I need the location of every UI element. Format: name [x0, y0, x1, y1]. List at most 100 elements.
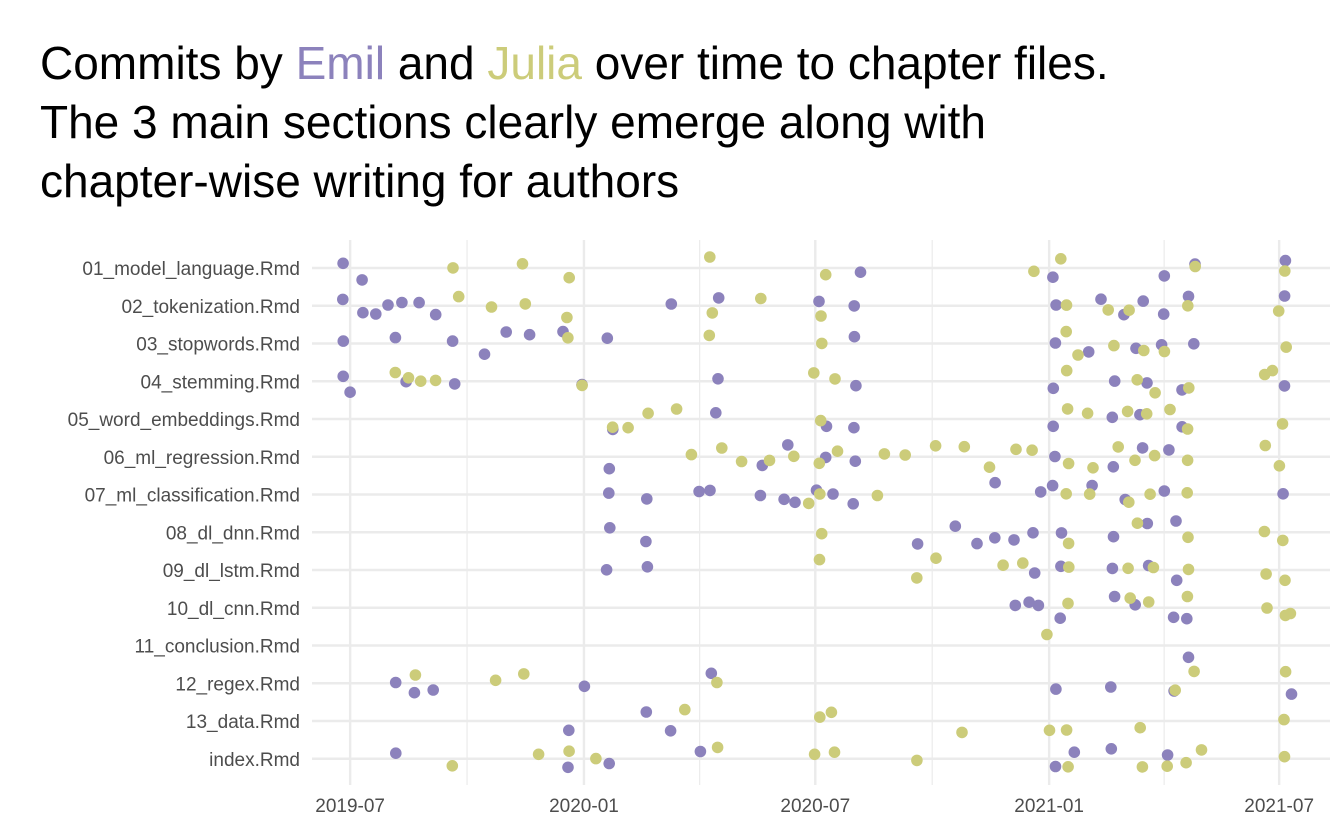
commit-point-emil: [1105, 681, 1117, 693]
commit-point-julia: [685, 448, 698, 461]
commit-point-julia: [735, 455, 748, 468]
commit-point-julia: [814, 488, 826, 500]
commit-point-julia: [1260, 568, 1272, 580]
commit-point-julia: [1183, 382, 1195, 394]
commit-point-julia: [516, 258, 529, 270]
commit-point-emil: [1285, 688, 1298, 700]
commit-point-emil: [1068, 746, 1081, 758]
commit-point-julia: [1131, 374, 1143, 386]
commit-point-julia: [1142, 596, 1155, 608]
x-tick-label: 2020-07: [780, 796, 850, 817]
x-axis-labels: 2019-07 2020-01 2020-07 2021-01 2021-07: [315, 796, 1314, 817]
commit-point-julia: [816, 337, 828, 350]
commit-point-julia: [1279, 265, 1291, 277]
commit-point-emil: [854, 266, 867, 279]
commit-point-emil: [782, 439, 794, 451]
commit-point-emil: [1108, 590, 1121, 603]
commit-point-emil: [1047, 420, 1059, 433]
commit-point-julia: [1061, 403, 1074, 415]
commit-point-julia: [679, 703, 691, 716]
commit-point-julia: [871, 489, 884, 502]
title-text-over-time: over time to chapter files.: [581, 37, 1109, 89]
y-tick-label: 10_dl_cnn.Rmd: [167, 599, 300, 620]
commit-point-emil: [578, 680, 591, 693]
commit-point-julia: [1060, 299, 1073, 311]
commit-point-emil: [389, 331, 402, 344]
commit-point-emil: [370, 308, 382, 320]
commit-point-emil: [848, 421, 860, 434]
x-tick-label: 2020-01: [549, 796, 619, 817]
commit-point-emil: [1279, 254, 1292, 267]
commit-point-julia: [1164, 403, 1176, 416]
commit-point-emil: [640, 706, 653, 718]
commit-point-julia: [642, 407, 654, 420]
commit-point-julia: [1181, 487, 1193, 499]
title-text-and: and: [385, 37, 488, 89]
y-tick-label: 13_data.Rmd: [186, 712, 300, 733]
commit-point-julia: [802, 497, 815, 510]
commit-point-emil: [989, 532, 1001, 544]
commit-point-emil: [562, 761, 574, 774]
title-line-1: Commits by Emil and Julia over time to c…: [40, 34, 1330, 93]
title-emil: Emil: [295, 37, 386, 89]
commit-point-julia: [716, 442, 728, 454]
commit-point-julia: [518, 668, 530, 680]
commit-point-julia: [447, 262, 459, 274]
commit-point-julia: [1180, 756, 1192, 769]
commit-point-emil: [1054, 612, 1066, 624]
commit-point-emil: [1050, 683, 1062, 695]
commit-point-julia: [711, 741, 724, 754]
commit-point-emil: [1277, 488, 1289, 500]
commit-point-julia: [899, 449, 911, 461]
commit-point-emil: [408, 686, 421, 699]
commit-point-emil: [337, 293, 349, 306]
commit-point-julia: [485, 301, 498, 313]
commit-point-emil: [478, 348, 491, 361]
commit-point-julia: [429, 374, 442, 387]
commit-point-julia: [1131, 517, 1144, 529]
commit-point-emil: [601, 332, 614, 345]
commit-point-julia: [590, 752, 602, 765]
x-tick-label: 2021-01: [1014, 796, 1084, 817]
commit-point-emil: [1170, 515, 1182, 527]
commit-point-julia: [1060, 325, 1072, 338]
commit-point-emil: [1047, 271, 1059, 284]
commit-point-julia: [402, 372, 415, 384]
commit-point-emil: [1136, 442, 1149, 454]
commit-point-julia: [1276, 418, 1289, 430]
title-line-2: The 3 main sections clearly emerge along…: [40, 96, 987, 148]
title-text-commits-by: Commits by: [40, 37, 296, 89]
commit-point-julia: [788, 450, 800, 463]
commit-point-julia: [704, 251, 716, 263]
commit-point-julia: [1062, 537, 1075, 550]
commit-point-emil: [971, 537, 983, 550]
y-tick-label: 01_model_language.Rmd: [82, 259, 300, 280]
commit-point-julia: [1169, 684, 1181, 696]
commit-point-emil: [1049, 337, 1062, 349]
commit-point-julia: [409, 669, 422, 681]
commit-point-emil: [523, 328, 536, 341]
commit-point-julia: [563, 271, 575, 284]
commit-point-julia: [1072, 349, 1084, 361]
commit-point-emil: [1188, 338, 1200, 350]
commit-point-julia: [1272, 305, 1285, 317]
commit-point-julia: [911, 572, 923, 584]
commit-point-julia: [814, 711, 826, 723]
commit-point-julia: [1148, 449, 1161, 462]
y-tick-label: 06_ml_regression.Rmd: [104, 448, 300, 469]
commit-point-emil: [1108, 375, 1121, 387]
commit-point-emil: [396, 296, 408, 309]
commit-point-emil: [827, 488, 839, 500]
commit-point-julia: [1138, 344, 1150, 357]
commit-point-emil: [1023, 596, 1035, 608]
commit-point-emil: [1158, 270, 1171, 282]
commit-point-julia: [814, 414, 827, 427]
commit-point-emil: [1278, 380, 1291, 392]
commit-point-emil: [848, 330, 861, 343]
commit-point-emil: [1167, 611, 1180, 624]
commit-point-julia: [1063, 561, 1075, 573]
commit-point-emil: [704, 484, 716, 497]
commit-point-julia: [983, 461, 996, 474]
commit-point-julia: [1062, 457, 1075, 470]
commit-point-emil: [1027, 527, 1039, 539]
